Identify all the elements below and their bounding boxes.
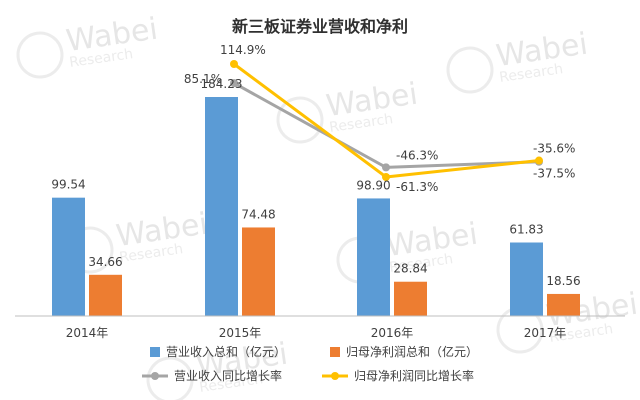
line-point <box>230 60 238 68</box>
line-point <box>382 163 390 172</box>
bar-value-label: 99.54 <box>51 178 85 192</box>
legend-swatch-bar <box>150 347 160 357</box>
legend: 营业收入总和（亿元） 归母净利润总和（亿元） 营业收入同比增长率 归母净利润同比增长率 <box>142 344 478 383</box>
line-point <box>382 173 390 181</box>
line-value-label: -37.5% <box>533 167 575 181</box>
x-tick-label: 2014年 <box>66 326 109 340</box>
bar-net-profit <box>547 293 580 316</box>
watermark-logo <box>146 356 194 400</box>
legend-label: 归母净利润同比增长率 <box>354 368 474 383</box>
bar-value-label: 18.56 <box>546 274 580 288</box>
watermark-logo <box>276 96 324 144</box>
chart-title: 新三板证券业营收和净利 <box>232 17 408 36</box>
bar-value-label: 28.84 <box>393 262 427 276</box>
watermark-logo <box>446 46 494 94</box>
bar-value-label: 74.48 <box>241 207 275 221</box>
watermark-logo <box>16 31 64 79</box>
bar-revenue <box>52 197 85 316</box>
bar-revenue <box>510 242 543 316</box>
legend-swatch-marker <box>151 372 159 380</box>
legend-label: 营业收入同比增长率 <box>174 368 282 383</box>
line-point <box>535 156 543 165</box>
line-value-label: 85.1% <box>184 72 222 86</box>
legend-label: 归母净利润总和（亿元） <box>346 344 478 359</box>
category-labels: 2014年 2015年 2016年 2017年 <box>66 326 567 340</box>
bar-net-profit <box>394 281 427 316</box>
line-value-label: -35.6% <box>533 142 575 156</box>
line-value-label: -61.3% <box>396 180 438 194</box>
bar-revenue <box>205 97 238 316</box>
labels-layer: 99.54 184.23 98.90 61.83 34.66 74.48 28.84 18.5… <box>51 43 580 288</box>
x-tick-label: 2017年 <box>524 326 567 340</box>
line-value-label: 114.9% <box>220 43 266 57</box>
bar-value-label: 98.90 <box>356 178 390 192</box>
bars-layer <box>52 97 580 316</box>
legend-swatch-bar <box>330 347 340 357</box>
lines-layer <box>230 60 543 181</box>
legend-swatch-marker <box>331 372 339 380</box>
bar-net-profit <box>89 274 122 316</box>
bar-value-label: 34.66 <box>88 255 122 269</box>
line-value-label: -46.3% <box>396 148 438 162</box>
x-tick-label: 2015年 <box>219 326 262 340</box>
bar-net-profit <box>242 227 275 316</box>
legend-label: 营业收入总和（亿元） <box>166 344 286 359</box>
bar-value-label: 184.23 <box>201 77 243 91</box>
bar-value-label: 61.83 <box>509 223 543 237</box>
watermark-layer: WabeiResearchWabeiResearchWabeiResearchW… <box>16 12 640 400</box>
x-tick-label: 2016年 <box>371 326 414 340</box>
line-point <box>230 79 238 88</box>
bar-revenue <box>357 198 390 316</box>
